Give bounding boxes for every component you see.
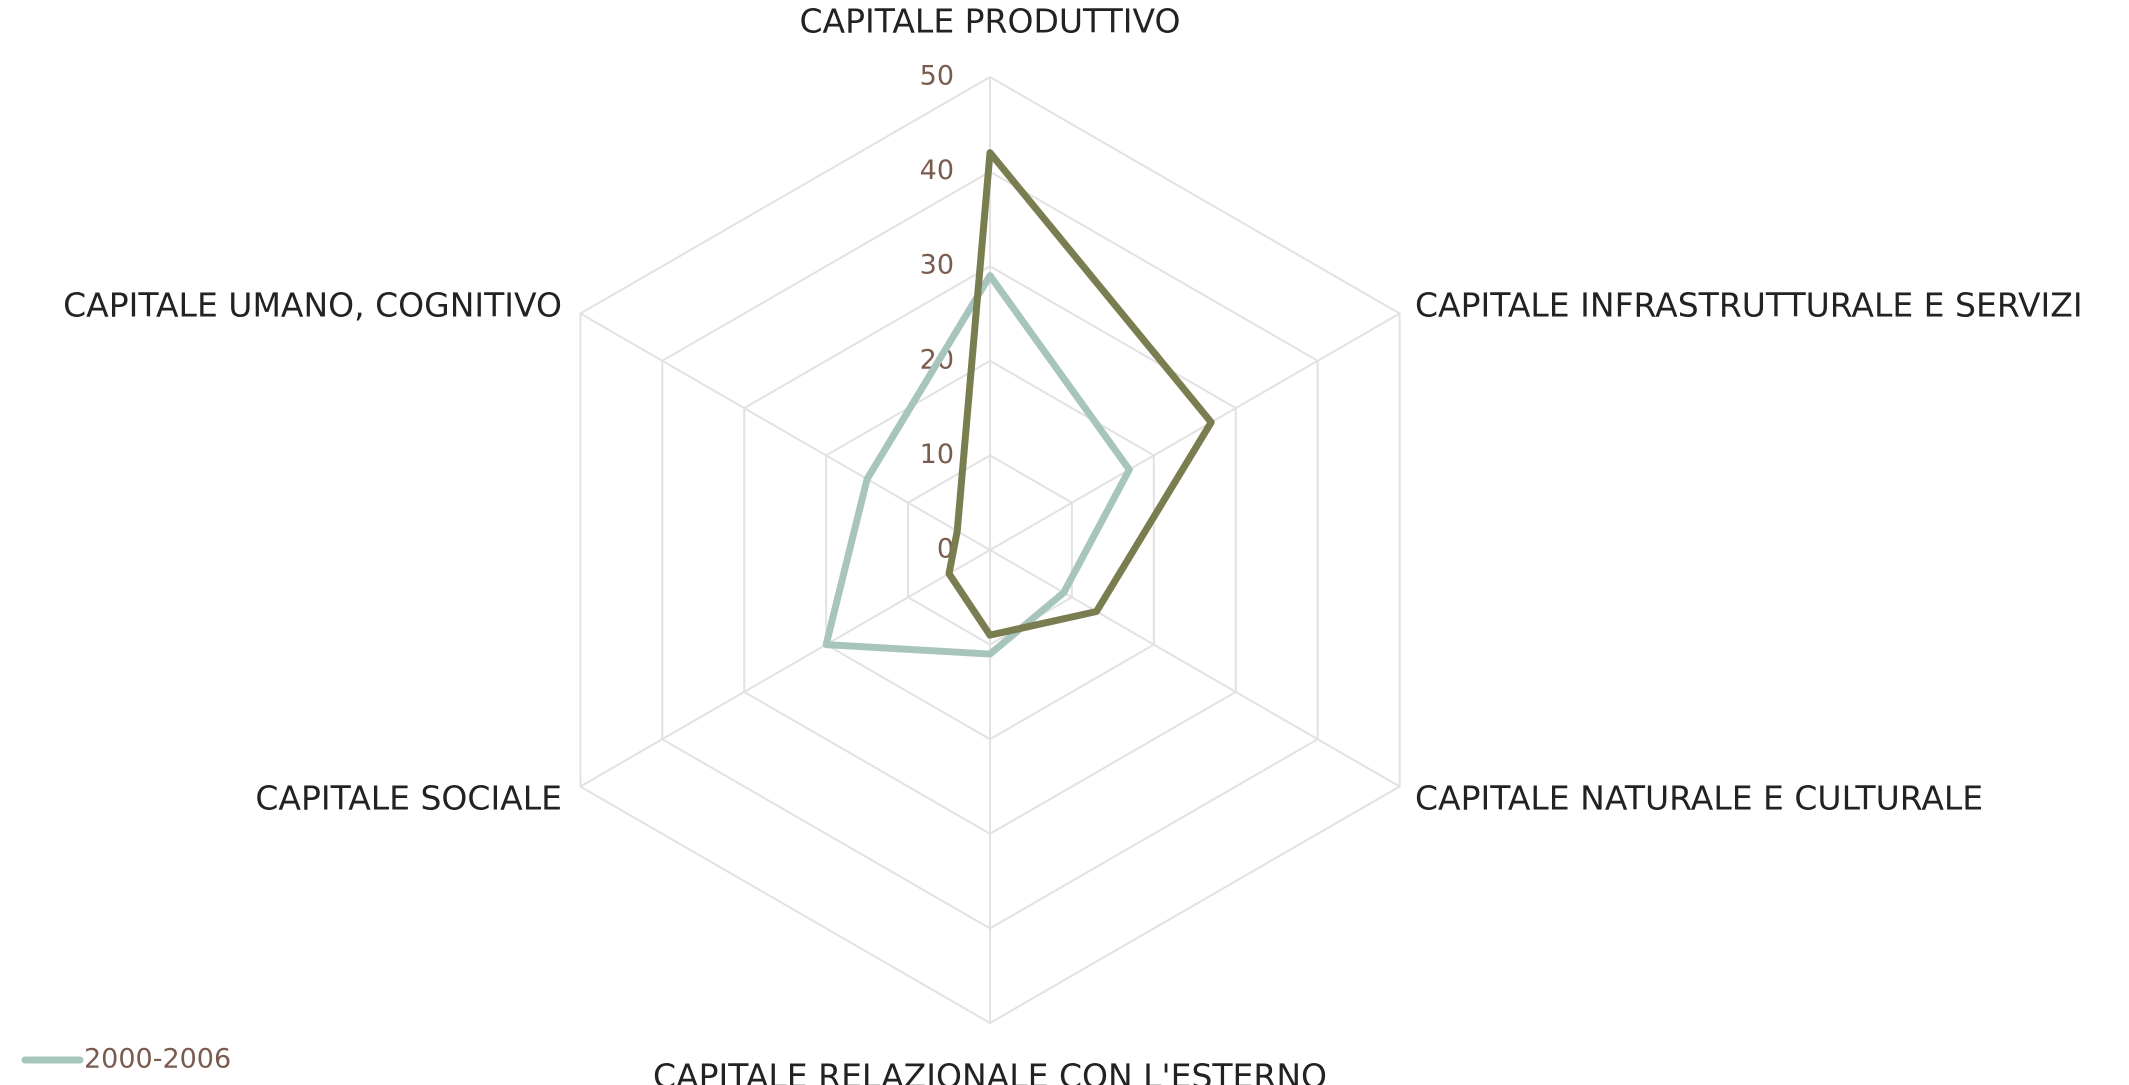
spoke: [989, 312, 1401, 551]
tick-label: 30: [920, 250, 954, 281]
spoke: [579, 549, 991, 788]
spoke: [989, 549, 1401, 788]
tick-label: 40: [920, 155, 954, 186]
spoke: [579, 312, 991, 551]
category-label: CAPITALE UMANO, COGNITIVO: [63, 286, 562, 325]
series-line: [822, 272, 1133, 658]
tick-label: 50: [920, 61, 954, 92]
category-label: CAPITALE NATURALE E CULTURALE: [1415, 779, 1983, 818]
category-label: CAPITALE RELAZIONALE CON L'ESTERNO: [653, 1057, 1327, 1085]
tick-label: 10: [920, 439, 954, 470]
legend-label: 2000-2006: [84, 1044, 231, 1075]
category-label: CAPITALE SOCIALE: [255, 779, 562, 818]
series-line: [945, 149, 1215, 639]
category-label: CAPITALE PRODUTTIVO: [800, 2, 1181, 41]
category-label: CAPITALE INFRASTRUTTURALE E SERVIZI: [1415, 286, 2083, 325]
